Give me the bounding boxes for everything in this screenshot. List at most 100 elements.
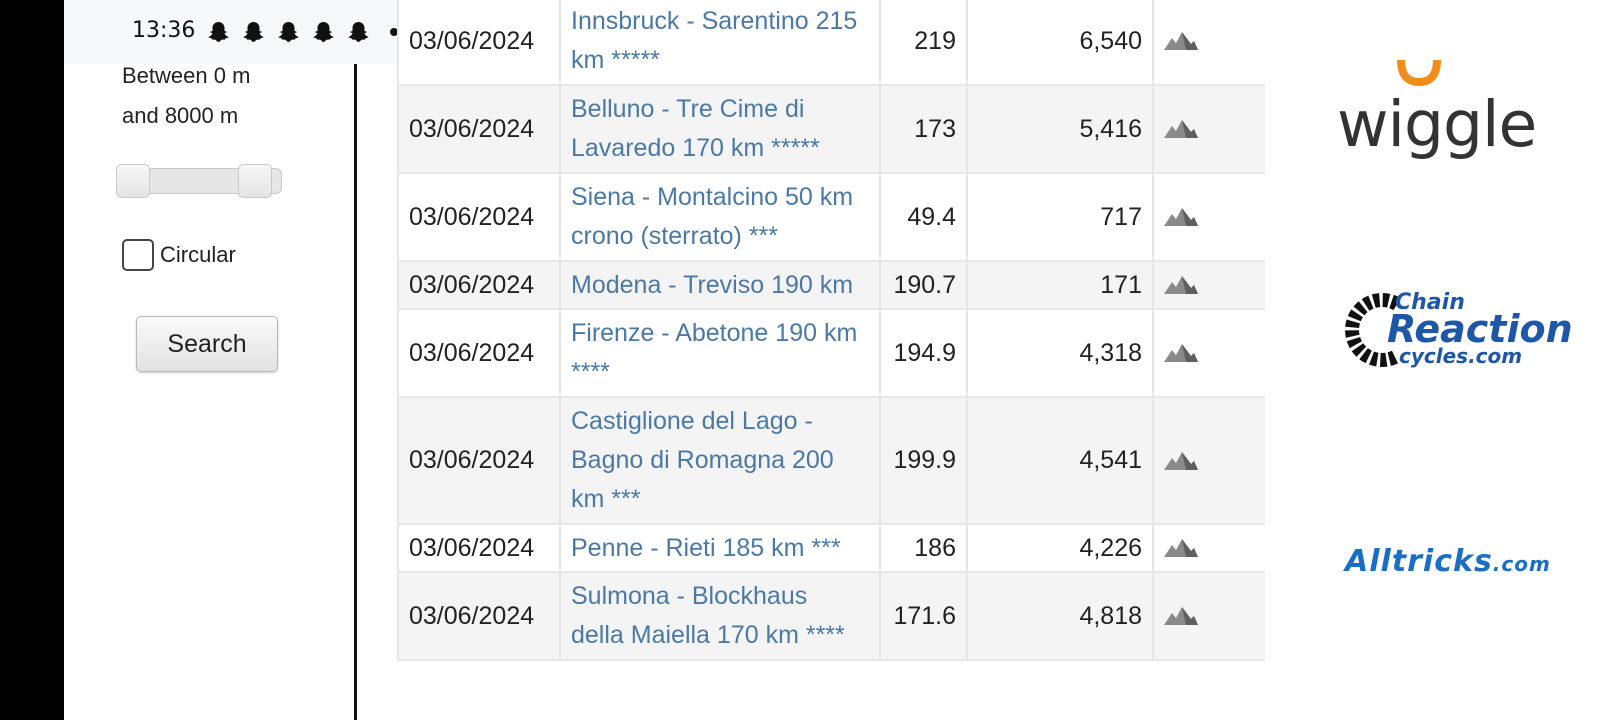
panel-divider	[354, 64, 357, 720]
route-name-link[interactable]: Innsbruck - Sarentino 215 km *****	[559, 0, 881, 86]
crc-text-1: Chain	[1395, 290, 1465, 315]
route-name-link[interactable]: Firenze - Abetone 190 km ****	[559, 308, 881, 398]
slider-max-handle[interactable]	[238, 164, 272, 198]
table-row[interactable]: 03/06/2024 Castiglione del Lago - Bagno di…	[397, 396, 1265, 525]
alltricks-logo[interactable]: Alltricks.com	[1345, 544, 1551, 579]
route-elevation: 5,416	[966, 84, 1154, 174]
route-distance: 171.6	[879, 571, 968, 661]
route-date: 03/06/2024	[397, 84, 561, 174]
table-row[interactable]: 03/06/2024 Belluno - Tre Cime di Lavaredo …	[397, 84, 1265, 174]
mountain-profile-icon[interactable]	[1164, 344, 1259, 362]
mountain-profile-icon[interactable]	[1164, 607, 1259, 625]
snapchat-icon	[278, 22, 299, 42]
route-name-line[interactable]: ****	[571, 358, 610, 386]
mountain-profile-icon[interactable]	[1164, 208, 1259, 226]
table-row[interactable]: 03/06/2024 Innsbruck - Sarentino 215 km **…	[397, 0, 1265, 86]
crc-text-3: cycles.com	[1399, 344, 1523, 368]
snapchat-icon	[208, 22, 229, 42]
route-elevation: 4,226	[966, 523, 1154, 573]
circular-checkbox[interactable]	[122, 239, 154, 271]
route-name-link[interactable]: Penne - Rieti 185 km ***	[559, 523, 881, 573]
route-date: 03/06/2024	[397, 260, 561, 310]
routes-table-body: 03/06/2024 Innsbruck - Sarentino 215 km **…	[397, 0, 1265, 661]
routes-table-container: 03/06/2024 Innsbruck - Sarentino 215 km **…	[397, 0, 1265, 720]
route-name-line[interactable]: Bagno di Romagna 200	[571, 446, 834, 474]
route-profile-cell[interactable]	[1152, 308, 1265, 398]
route-name-line[interactable]: km ***	[571, 485, 641, 513]
route-profile-cell[interactable]	[1152, 396, 1265, 525]
route-profile-cell[interactable]	[1152, 172, 1265, 262]
table-row[interactable]: 03/06/2024 Penne - Rieti 185 km *** 186 4,2…	[397, 523, 1265, 573]
elevation-range-slider[interactable]	[116, 164, 282, 198]
route-distance: 190.7	[879, 260, 968, 310]
route-name-line[interactable]: Belluno - Tre Cime di	[571, 95, 805, 123]
route-distance: 173	[879, 84, 968, 174]
circular-label: Circular	[160, 242, 236, 267]
snapchat-icon	[313, 22, 334, 42]
table-row[interactable]: 03/06/2024 Sulmona - Blockhaus della Maiel…	[397, 571, 1265, 661]
snapchat-icon	[243, 22, 264, 42]
mountain-profile-icon[interactable]	[1164, 32, 1259, 50]
slider-min-handle[interactable]	[116, 164, 150, 198]
route-profile-cell[interactable]	[1152, 0, 1265, 86]
route-date: 03/06/2024	[397, 396, 561, 525]
elevation-range-line2: and 8000 m	[122, 103, 239, 128]
route-name-line[interactable]: Innsbruck - Sarentino 215	[571, 7, 858, 35]
route-name-line[interactable]: crono (sterrato) ***	[571, 222, 779, 250]
route-name-link[interactable]: Modena - Treviso 190 km	[559, 260, 881, 310]
routes-table: 03/06/2024 Innsbruck - Sarentino 215 km **…	[397, 0, 1265, 661]
crc-text-2: Reaction	[1387, 307, 1573, 351]
route-name-line[interactable]: Castiglione del Lago -	[571, 407, 813, 435]
route-elevation: 717	[966, 172, 1154, 262]
route-name-line[interactable]: Modena - Treviso 190 km	[571, 270, 854, 299]
route-date: 03/06/2024	[397, 571, 561, 661]
route-elevation: 4,318	[966, 308, 1154, 398]
route-date: 03/06/2024	[397, 172, 561, 262]
route-date: 03/06/2024	[397, 0, 561, 86]
route-elevation: 4,818	[966, 571, 1154, 661]
table-row[interactable]: 03/06/2024 Firenze - Abetone 190 km **** 19…	[397, 308, 1265, 398]
mountain-profile-icon[interactable]	[1164, 276, 1259, 294]
sponsor-ads: wiggle Chain Reaction cycles.com Alltric…	[1265, 0, 1612, 720]
route-name-line[interactable]: Firenze - Abetone 190 km	[571, 319, 858, 347]
search-button[interactable]: Search	[136, 316, 278, 372]
route-profile-cell[interactable]	[1152, 260, 1265, 310]
elevation-range-text: Between 0 m and 8000 m	[122, 56, 342, 136]
mountain-profile-icon[interactable]	[1164, 120, 1259, 138]
route-distance: 194.9	[879, 308, 968, 398]
mountain-profile-icon[interactable]	[1164, 539, 1259, 557]
circular-option[interactable]: Circular	[122, 239, 236, 271]
table-row[interactable]: 03/06/2024 Siena - Montalcino 50 km crono …	[397, 172, 1265, 262]
wiggle-logo[interactable]: wiggle	[1337, 88, 1537, 161]
route-name-link[interactable]: Siena - Montalcino 50 km crono (sterrato)…	[559, 172, 881, 262]
route-name-link[interactable]: Sulmona - Blockhaus della Maiella 170 km …	[559, 571, 881, 661]
route-elevation: 171	[966, 260, 1154, 310]
table-row[interactable]: 03/06/2024 Modena - Treviso 190 km 190.7 17…	[397, 260, 1265, 310]
route-date: 03/06/2024	[397, 523, 561, 573]
status-time: 13:36	[132, 18, 196, 43]
filter-panel: Between 0 m and 8000 m Circular Search	[64, 63, 354, 720]
route-name-line[interactable]: Lavaredo 170 km *****	[571, 134, 820, 162]
route-distance: 219	[879, 0, 968, 86]
more-notifications-dot-icon	[390, 28, 398, 36]
route-name-line[interactable]: della Maiella 170 km ****	[571, 621, 845, 649]
route-name-link[interactable]: Belluno - Tre Cime di Lavaredo 170 km ***…	[559, 84, 881, 174]
alltricks-name: Alltricks	[1345, 544, 1493, 579]
route-profile-cell[interactable]	[1152, 571, 1265, 661]
screen: 13:36 4G 28 Between 0 m and 8000 m	[64, 0, 1612, 720]
route-distance: 49.4	[879, 172, 968, 262]
route-name-line[interactable]: Sulmona - Blockhaus	[571, 582, 808, 610]
route-profile-cell[interactable]	[1152, 84, 1265, 174]
route-elevation: 6,540	[966, 0, 1154, 86]
notification-icons	[206, 20, 371, 44]
route-name-line[interactable]: km *****	[571, 46, 660, 74]
route-name-line[interactable]: Penne - Rieti 185 km ***	[571, 533, 841, 562]
wiggle-logo-mark	[1397, 60, 1441, 87]
route-profile-cell[interactable]	[1152, 523, 1265, 573]
elevation-range-line1: Between 0 m	[122, 63, 251, 88]
mountain-profile-icon[interactable]	[1164, 451, 1259, 470]
route-distance: 186	[879, 523, 968, 573]
route-name-line[interactable]: Siena - Montalcino 50 km	[571, 183, 854, 211]
route-name-link[interactable]: Castiglione del Lago - Bagno di Romagna 2…	[559, 396, 881, 525]
chain-reaction-cycles-logo[interactable]: Chain Reaction cycles.com	[1345, 288, 1573, 378]
